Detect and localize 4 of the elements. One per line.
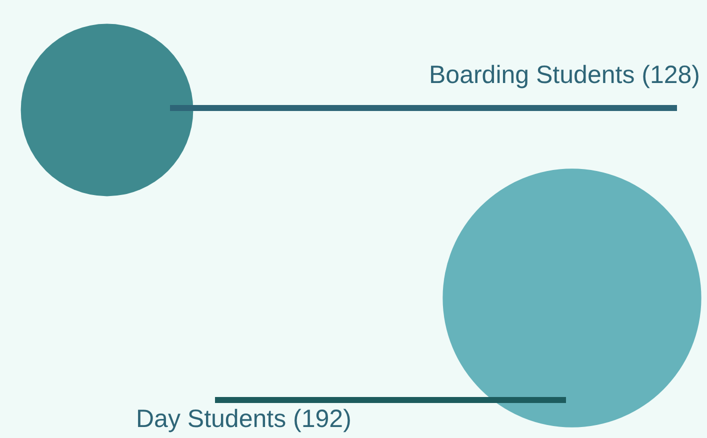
category-label: Boarding Students <box>428 61 635 89</box>
data-label: (192) <box>293 405 352 433</box>
category-label: Day Students <box>136 405 286 433</box>
data-label: (128) <box>642 61 700 89</box>
